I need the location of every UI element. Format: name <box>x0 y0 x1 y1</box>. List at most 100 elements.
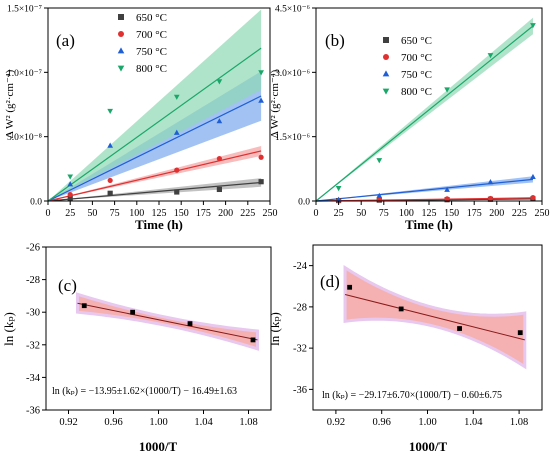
data-point <box>487 53 494 59</box>
confidence-band <box>316 17 533 201</box>
fit-line <box>77 302 258 341</box>
fit-line <box>315 178 534 202</box>
x-tick-label: 25 <box>334 208 344 219</box>
data-point <box>67 191 73 198</box>
fit-line <box>47 47 262 202</box>
data-point <box>258 97 264 103</box>
x-tick-label: 1.08 <box>239 417 257 428</box>
x-tick-label: 0 <box>314 208 319 219</box>
legend-label: 750 °C <box>401 69 432 81</box>
fit-lines <box>47 47 262 202</box>
x-tick-label: 100 <box>399 208 414 219</box>
fit-line <box>315 197 533 202</box>
y-axis-ticks: 0.0 1.5×10⁻⁶ 3.0×10⁻⁶ 4.5×10⁻⁶ <box>275 5 316 208</box>
x-tick-label: 50 <box>356 208 366 219</box>
y-axis-ticks: -36 -32 -28 -24 <box>293 261 313 396</box>
y-axis-label: Δ W² (g²·cm⁻⁴) <box>269 69 281 138</box>
fit-equation: ln (kₚ) = −13.95±1.62×(1000/T) − 16.49±1… <box>52 386 237 397</box>
data-point <box>457 326 462 331</box>
x-tick-label: 125 <box>152 208 167 219</box>
x-tick-label: 225 <box>240 208 255 219</box>
data-point <box>530 23 536 29</box>
legend-label: 800 °C <box>136 63 167 75</box>
fit-line <box>315 25 534 202</box>
y-axis-label: Δ W² (g²·cm⁻⁴) <box>4 69 16 138</box>
data-point <box>174 189 180 195</box>
y-axis-ticks: -36 -34 -32 -30 -28 -26 <box>26 243 46 417</box>
y-tick-label: 4.5×10⁻⁶ <box>275 5 310 15</box>
x-tick-label: 125 <box>422 208 437 219</box>
fit-line <box>47 150 262 202</box>
legend-label: 650 °C <box>401 35 432 47</box>
x-tick-label: 175 <box>467 208 482 219</box>
data-point <box>335 196 342 202</box>
y-tick-label: -36 <box>293 385 307 396</box>
data-point <box>173 94 180 100</box>
data-point <box>67 174 74 180</box>
data-point <box>258 70 264 76</box>
y-tick-label: 1.5×10⁻⁶ <box>275 133 310 143</box>
data-points <box>81 303 256 343</box>
x-tick-label: 150 <box>174 208 189 219</box>
x-tick-label: 250 <box>535 208 550 219</box>
data-point <box>517 330 523 336</box>
y-tick-label: 5.0×10⁻⁸ <box>7 133 42 143</box>
x-tick-label: 75 <box>379 208 389 219</box>
data-point <box>216 118 223 124</box>
panel-c-arrhenius: 0.92 0.96 1.00 1.04 1.08 -36-34-32-30-28-26 … <box>1 243 272 454</box>
data-point <box>130 309 136 315</box>
y-tick-label: 0.0 <box>30 198 42 208</box>
confidence-bands <box>48 9 262 201</box>
data-point <box>258 179 264 185</box>
x-tick-label: 1.04 <box>194 417 213 428</box>
x-axis-label: 1000/T <box>409 439 448 454</box>
data-point <box>67 181 74 187</box>
x-tick-label: 1.04 <box>464 417 483 428</box>
data-point <box>173 129 180 135</box>
fit-line <box>344 294 525 341</box>
data-point <box>107 108 114 115</box>
y-tick-label: 3.0×10⁻⁶ <box>275 69 310 79</box>
legend-label: 800 °C <box>401 86 432 98</box>
confidence-band <box>48 178 262 201</box>
data-point <box>398 306 404 312</box>
legend-marker <box>117 47 125 54</box>
y-tick-label: -34 <box>26 373 41 384</box>
data-point <box>376 192 383 198</box>
y-axis-ticks: 0.0 5.0×10⁻⁸ 1.0×10⁻⁷ 1.5×10⁻⁷ <box>7 5 48 208</box>
fit-equation: ln (kₚ) = −29.17±6.70×(1000/T) − 0.60±6.… <box>322 390 502 401</box>
x-tick-label: 50 <box>87 208 97 219</box>
legend-label: 700 °C <box>136 29 167 41</box>
data-point <box>530 173 536 180</box>
y-tick-label: -28 <box>293 302 307 313</box>
legend-marker <box>383 54 389 60</box>
legend-marker <box>118 31 124 37</box>
x-axis-ticks: 0.92 0.96 1.00 1.04 1.08 <box>327 410 528 428</box>
x-tick-label: 75 <box>110 208 120 219</box>
x-tick-label: 1.00 <box>149 417 167 428</box>
data-point <box>444 186 450 192</box>
data-point <box>444 196 450 202</box>
data-point <box>347 284 353 290</box>
data-point <box>187 321 193 327</box>
panel-label: (b) <box>325 31 345 50</box>
y-tick-label: -24 <box>293 261 308 272</box>
data-point <box>107 177 113 184</box>
x-tick-label: 0.92 <box>59 417 77 428</box>
data-point <box>107 190 113 196</box>
fit-line <box>77 302 258 341</box>
y-tick-label: -36 <box>26 406 40 417</box>
x-tick-label: 1.00 <box>418 417 436 428</box>
y-tick-label: -28 <box>26 275 40 286</box>
y-tick-label: -32 <box>26 340 40 351</box>
data-point <box>216 155 222 162</box>
data-point <box>530 194 536 201</box>
legend-marker <box>382 70 390 77</box>
x-tick-label: 0.96 <box>104 417 122 428</box>
fit-line <box>47 95 262 202</box>
y-axis-label: ln (kₚ) <box>1 312 16 346</box>
legend-marker <box>117 65 125 72</box>
x-tick-label: 1.08 <box>510 417 528 428</box>
data-point <box>258 154 264 160</box>
